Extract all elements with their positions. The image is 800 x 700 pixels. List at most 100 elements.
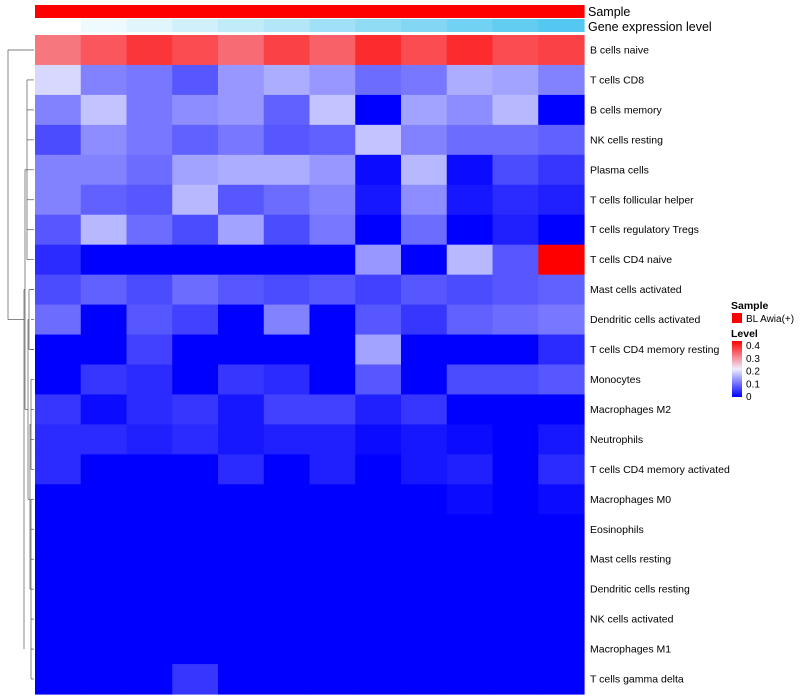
heatmap-cell [492,664,539,695]
heatmap-cell [446,214,494,246]
heatmap-cell [35,334,82,366]
heatmap-cell [538,454,585,485]
heatmap-cell [35,64,82,96]
heatmap-cell [172,484,219,515]
heatmap-cell [401,214,448,246]
heatmap-cell [446,394,494,425]
row-label: B cells naive [590,44,649,56]
heatmap-cell [538,574,585,605]
gene-expression-annotation-cell [80,19,128,32]
heatmap-cell [35,424,82,455]
legend-tick-label: 0.4 [746,341,760,352]
row-label: Eosinophils [590,524,644,536]
row-label: Mast cells resting [590,554,671,566]
heatmap-cell [492,94,539,126]
heatmap-cell [309,454,356,485]
heatmap-cell [80,304,128,336]
heatmap-cell [218,514,265,545]
heatmap-cell [492,64,539,96]
heatmap-cell [35,454,82,485]
heatmap-cell [80,394,128,425]
heatmap-cell [218,394,265,425]
legend-sample-entry: BL Awia(+) [746,314,794,325]
heatmap-cell [218,484,265,515]
heatmap-cell [309,394,356,425]
heatmap-cell [35,394,82,425]
heatmap-cell [492,574,539,605]
heatmap-cell [218,364,265,396]
gene-expression-annotation-cell [309,19,356,32]
heatmap-cell [492,304,539,336]
heatmap-cell [263,274,311,306]
heatmap-cell [401,454,448,485]
heatmap-cell [126,454,173,485]
heatmap-cell [492,634,539,665]
heatmap-cell [538,154,585,186]
heatmap-cell [446,94,494,126]
heatmap-cell [35,154,82,186]
row-label: NK cells resting [590,134,663,146]
heatmap-cell [446,364,494,396]
heatmap-cell [538,364,585,396]
heatmap-cell [263,394,311,425]
heatmap-cell [172,514,219,545]
heatmap-cell [80,94,128,126]
heatmap-cell [309,64,356,96]
heatmap-cell [492,514,539,545]
heatmap-cell [446,334,494,366]
heatmap-cell [126,64,173,96]
sample-annotation-cell [309,5,356,18]
heatmap-cell [80,244,128,276]
heatmap-cell [355,334,402,366]
heatmap-cell [401,304,448,336]
heatmap-cell [355,634,402,665]
heatmap-cell [172,94,219,126]
row-label: Macrophages M2 [590,404,671,416]
heatmap-cell [538,94,585,126]
sample-annotation-cell [35,5,82,18]
row-label: T cells CD4 naive [590,254,672,266]
heatmap-cell [126,154,173,186]
heatmap-cell [538,424,585,455]
heatmap-cell [35,634,82,665]
row-label: T cells follicular helper [590,194,694,206]
heatmap-cell [80,184,128,216]
row-label: T cells regulatory Tregs [590,224,699,236]
gene-expression-annotation-cell [355,19,402,32]
heatmap-cell [309,604,356,635]
heatmap-cell [126,484,173,515]
gene-expression-annotation-cell [218,19,265,32]
heatmap-cell [172,184,219,216]
sample-annotation-cell [538,5,585,18]
heatmap-cell [263,574,311,605]
heatmap-cell [401,35,448,66]
heatmap-cell [309,334,356,366]
heatmap-cell [126,214,173,246]
heatmap-cell [446,274,494,306]
heatmap-cell [126,514,173,545]
heatmap-cell [35,304,82,336]
heatmap-cell [218,664,265,695]
heatmap-cell [401,94,448,126]
row-label: Plasma cells [590,164,649,176]
heatmap-cell [446,604,494,635]
heatmap-cell [309,274,356,306]
heatmap-cell [538,484,585,515]
heatmap-cell [218,214,265,246]
sample-annotation-cell [492,5,539,18]
heatmap-cell [172,364,219,396]
heatmap-cell [446,154,494,186]
heatmap-cell [263,634,311,665]
heatmap-cell [355,394,402,425]
heatmap-cell [401,64,448,96]
heatmap-cell [446,574,494,605]
heatmap-cell [80,274,128,306]
heatmap-cell [492,364,539,396]
heatmap-cell [355,154,402,186]
legend-level-colorbar [732,341,742,397]
heatmap-cell [492,244,539,276]
heatmap-cell [446,664,494,695]
heatmap-cell [355,604,402,635]
heatmap-cell [538,334,585,366]
heatmap-cell [538,304,585,336]
